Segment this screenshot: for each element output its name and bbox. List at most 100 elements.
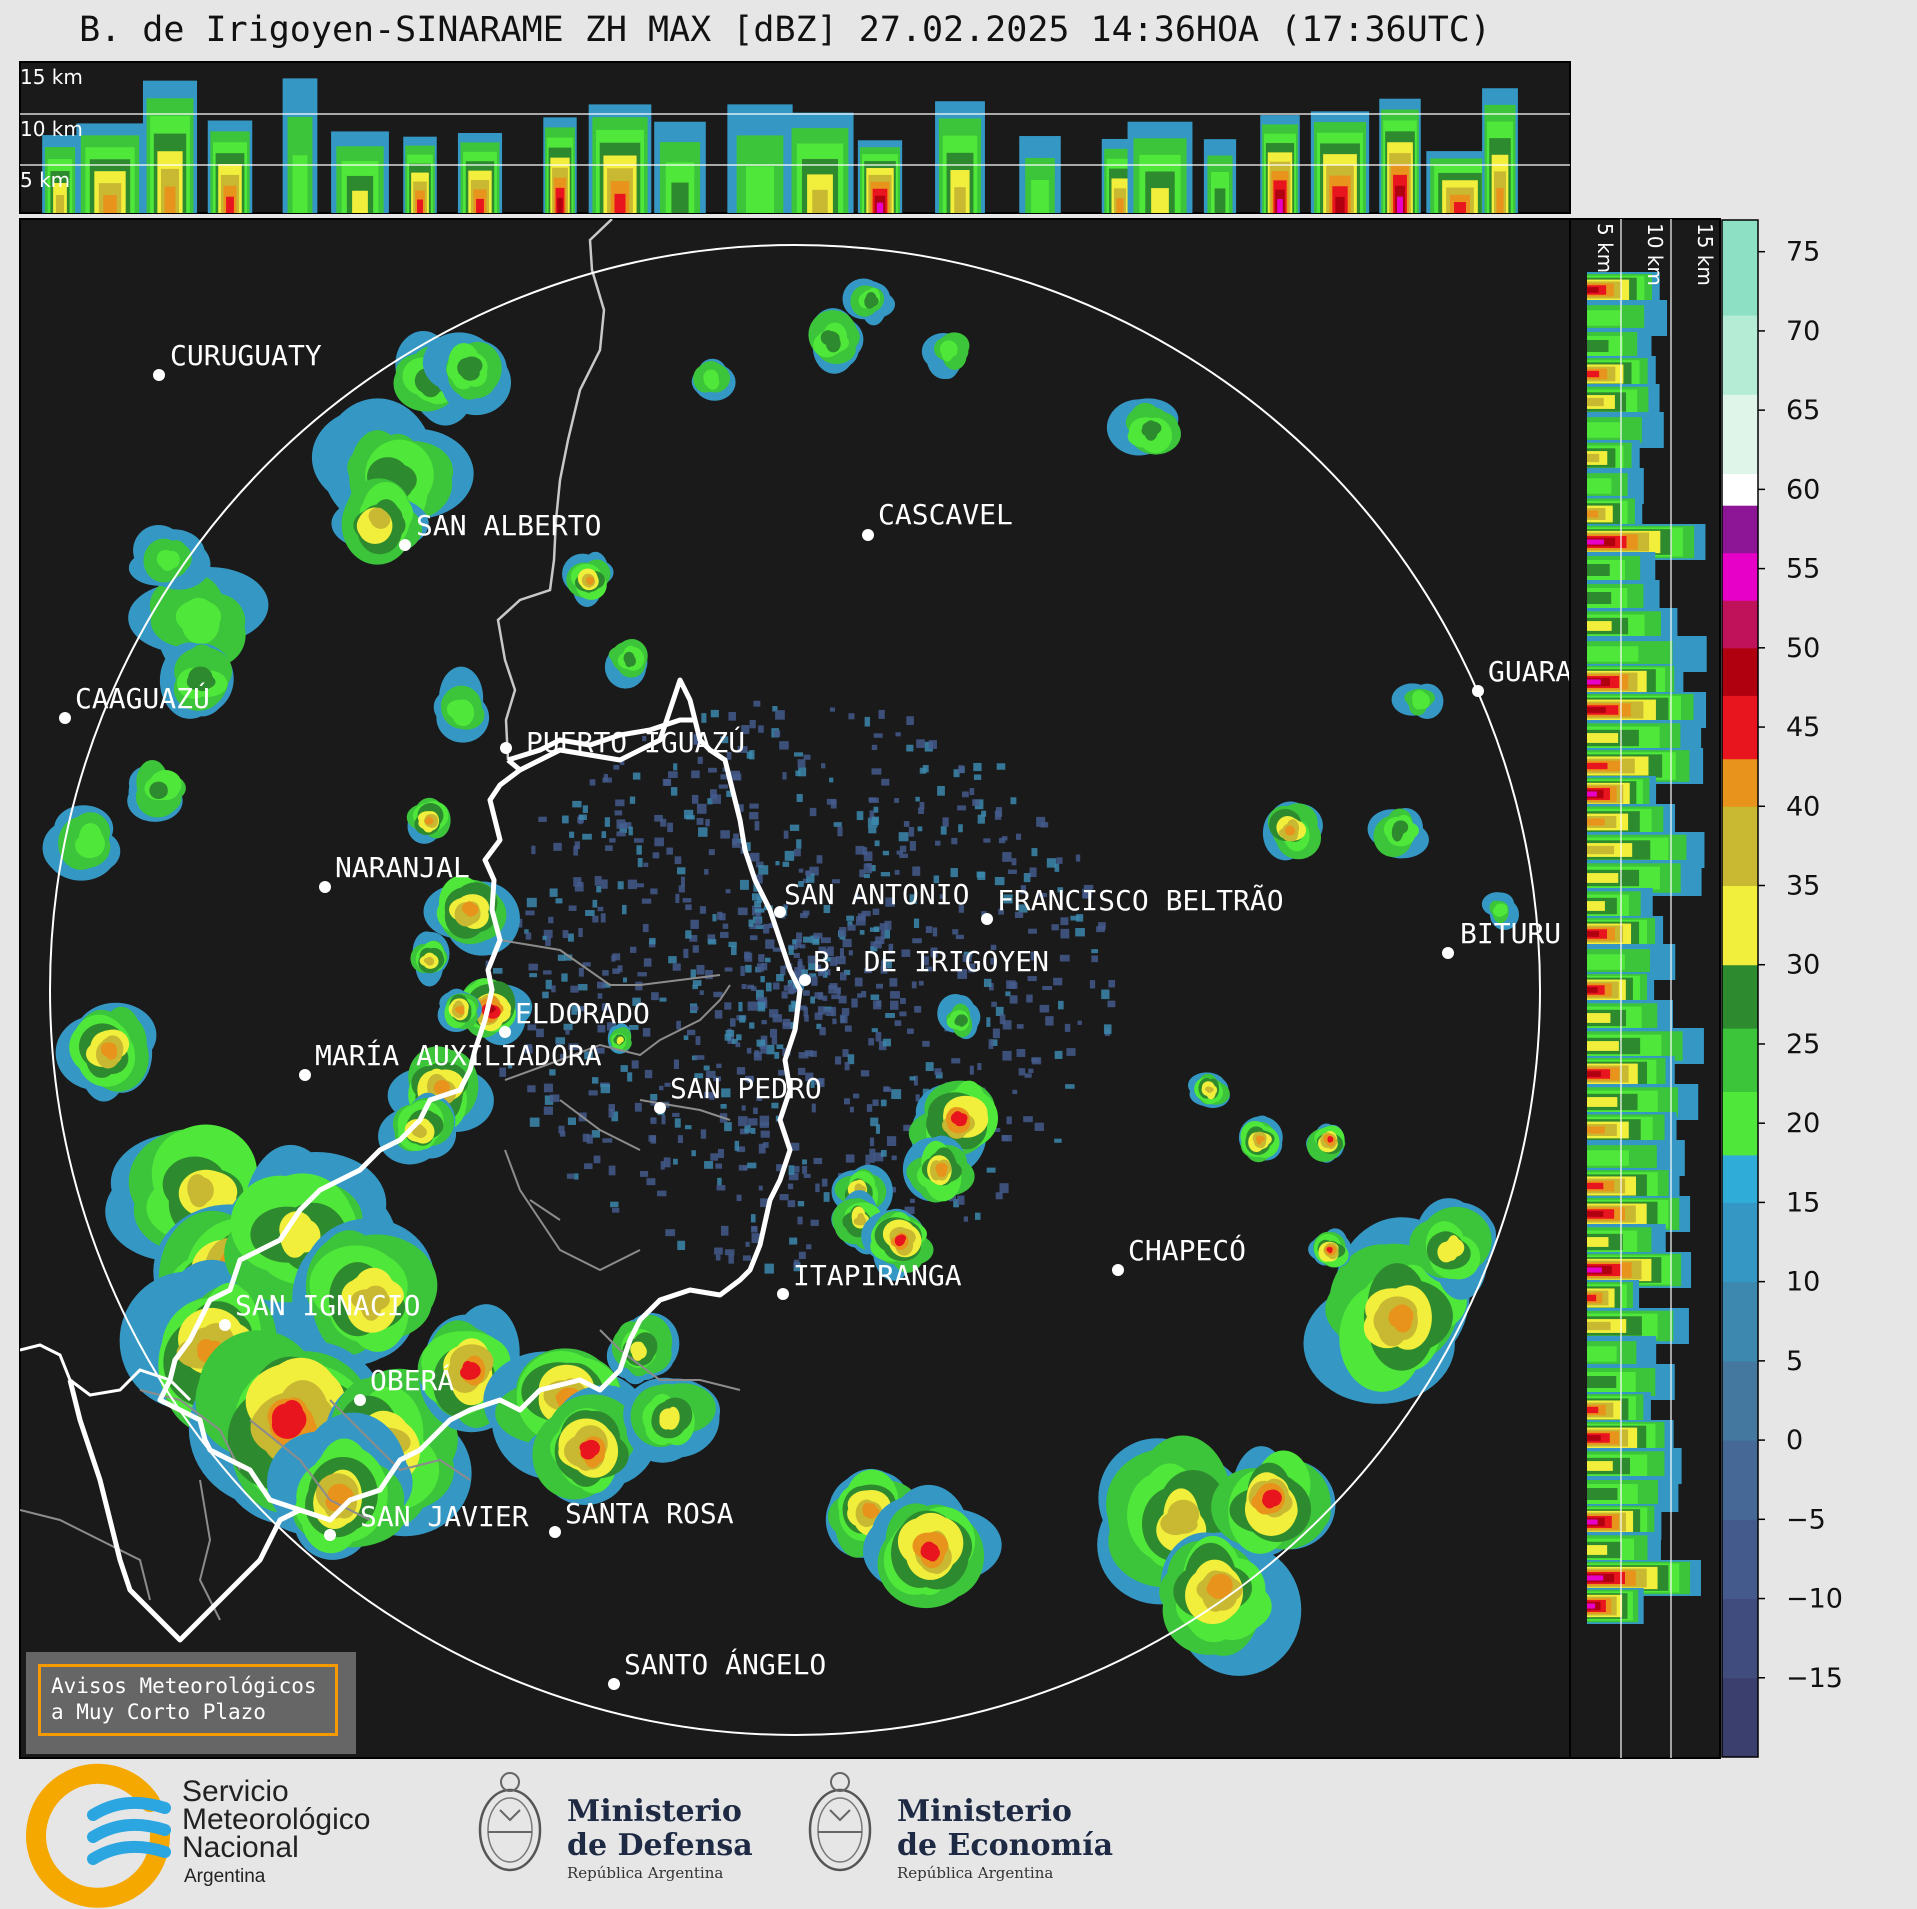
clutter-pixel [707,939,717,945]
city-label: CHAPECÓ [1128,1233,1246,1267]
clutter-pixel [751,1233,761,1244]
clutter-pixel [917,826,923,832]
clutter-pixel [711,794,722,804]
clutter-pixel [714,1247,723,1255]
clutter-pixel [632,772,641,780]
clutter-pixel [584,1051,593,1060]
clutter-pixel [640,1170,649,1177]
clutter-pixel [797,1200,805,1207]
clutter-pixel [873,733,883,738]
cross-section-echo [1214,188,1226,213]
clutter-pixel [797,1067,806,1076]
clutter-pixel [753,700,761,707]
clutter-pixel [880,966,888,974]
clutter-pixel [868,797,877,802]
clutter-pixel [962,954,972,962]
clutter-pixel [953,769,960,778]
clutter-pixel [847,924,856,931]
cross-section-echo [164,186,176,213]
clutter-pixel [816,855,823,864]
clutter-pixel [749,1022,755,1029]
clutter-pixel [615,799,625,807]
clutter-pixel [652,852,660,859]
cross-section-echo [1587,1041,1619,1051]
clutter-pixel [724,967,733,972]
clutter-pixel [582,833,592,840]
clutter-pixel [736,1034,742,1041]
smn-line-2: Meteorológico [182,1803,371,1836]
clutter-pixel [673,1158,678,1165]
clutter-pixel [818,1077,825,1088]
clutter-pixel [720,830,730,839]
clutter-pixel [981,911,987,917]
country-border-north [496,219,613,761]
clutter-pixel [875,1031,882,1042]
clutter-pixel [782,861,790,867]
clutter-pixel [677,867,686,875]
clutter-pixel [1103,1024,1112,1035]
echo-cell [426,817,434,825]
clutter-pixel [772,947,783,952]
clutter-pixel [771,1102,779,1109]
clutter-pixel [805,1072,814,1081]
clutter-pixel [823,905,831,914]
clutter-pixel [1042,986,1053,991]
clutter-pixel [812,935,820,945]
cross-section-echo [1587,1237,1609,1247]
cross-section-echo [1587,987,1598,993]
echo-cell [149,781,168,800]
clutter-pixel [561,973,568,982]
clutter-pixel [691,794,699,804]
clutter-pixel [745,842,751,852]
colorbar-tick-label: 5 [1786,1346,1803,1377]
clutter-pixel [728,1254,734,1264]
clutter-pixel [621,904,627,915]
colorbar-tick-label: 35 [1786,871,1820,902]
clutter-pixel [765,957,771,963]
clutter-pixel [837,826,843,837]
clutter-pixel [792,939,797,945]
cross-section-echo [1031,180,1049,213]
clutter-pixel [704,868,709,875]
clutter-pixel [869,810,875,820]
clutter-pixel [718,784,728,789]
clutter-pixel [903,1124,913,1132]
clutter-pixel [608,1165,616,1176]
clutter-pixel [558,1125,565,1134]
clutter-pixel [600,913,606,923]
cross-section-echo [103,195,117,213]
clutter-pixel [951,837,958,845]
economia-line-1: Ministerio [897,1794,1072,1829]
clutter-pixel [896,850,904,855]
clutter-pixel [818,992,824,1000]
clutter-pixel [1006,1116,1012,1125]
clutter-pixel [955,934,964,940]
colorbar-band [1722,600,1758,649]
top-height-label: 5 km [20,168,70,192]
clutter-pixel [875,1124,880,1134]
clutter-pixel [912,938,922,944]
clutter-pixel [627,879,637,890]
clutter-pixel [677,1240,686,1251]
echo-cell [1326,1247,1333,1252]
clutter-pixel [795,770,801,777]
clutter-pixel [823,972,828,978]
colorbar-band [1722,1519,1758,1600]
echo-cell [582,1439,600,1457]
clutter-pixel [1075,854,1081,862]
clutter-pixel [868,1038,875,1046]
echo-cell [457,357,476,378]
clutter-pixel [928,740,937,749]
cross-section-echo [1587,370,1600,378]
clutter-pixel [870,1117,879,1127]
clutter-pixel [717,911,723,920]
clutter-pixel [725,889,731,894]
clutter-pixel [612,953,621,961]
clutter-pixel [641,898,652,904]
city-label: ELDORADO [515,997,650,1030]
clutter-pixel [708,767,717,773]
colorbar-tick-label: 55 [1786,554,1820,585]
clutter-pixel [608,1108,614,1118]
clutter-pixel [904,1206,915,1214]
clutter-pixel [739,1128,749,1135]
